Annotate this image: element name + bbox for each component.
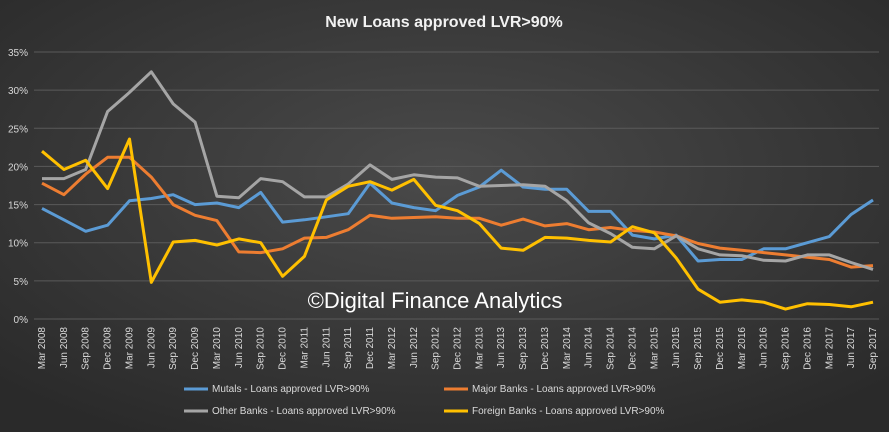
x-tick-label: Mar 2011 xyxy=(299,327,310,369)
x-tick-label: Mar 2013 xyxy=(474,327,485,370)
x-tick-label: Mar 2017 xyxy=(824,327,835,370)
x-tick-label: Dec 2010 xyxy=(278,327,289,370)
y-tick-label: 0% xyxy=(14,315,29,326)
x-tick-label: Sep 2013 xyxy=(518,327,529,370)
x-tick-label: Jun 2014 xyxy=(584,327,595,369)
y-tick-label: 30% xyxy=(8,86,28,97)
x-tick-label: Sep 2016 xyxy=(781,327,792,370)
x-tick-label: Mar 2012 xyxy=(387,327,398,370)
line-series xyxy=(41,168,874,263)
x-tick-label: Sep 2008 xyxy=(81,327,92,370)
chart-title: New Loans approved LVR>90% xyxy=(325,14,563,31)
x-tick-label: Jun 2009 xyxy=(146,327,157,369)
line-series xyxy=(42,70,874,271)
x-tick-label: Dec 2013 xyxy=(540,327,551,370)
x-tick-label: Sep 2014 xyxy=(606,327,617,370)
x-tick-label: Jun 2008 xyxy=(59,327,70,369)
x-tick-label: Dec 2016 xyxy=(802,327,813,370)
x-tick-label: Dec 2012 xyxy=(453,327,464,370)
x-tick-label: Jun 2012 xyxy=(409,327,420,369)
x-tick-label: Jun 2016 xyxy=(759,327,770,369)
y-tick-label: 35% xyxy=(8,48,28,59)
y-tick-label: 10% xyxy=(8,239,28,250)
legend-label: Foreign Banks - Loans approved LVR>90% xyxy=(472,406,665,417)
y-tick-label: 5% xyxy=(14,277,29,288)
x-tick-label: Jun 2017 xyxy=(846,327,857,369)
line-series xyxy=(41,137,874,311)
x-tick-label: Dec 2009 xyxy=(190,327,201,370)
x-tick-label: Dec 2015 xyxy=(715,327,726,370)
x-tick-label: Sep 2009 xyxy=(168,327,179,370)
x-tick-label: Mar 2008 xyxy=(37,327,48,370)
x-tick-label: Sep 2012 xyxy=(431,327,442,370)
x-tick-label: Jun 2015 xyxy=(671,327,682,369)
x-tick-label: Mar 2010 xyxy=(212,327,223,370)
x-tick-label: Dec 2011 xyxy=(365,327,376,370)
y-tick-label: 20% xyxy=(8,162,28,173)
x-tick-label: Jun 2013 xyxy=(496,327,507,369)
legend-label: Mutals - Loans approved LVR>90% xyxy=(212,384,370,395)
y-tick-label: 25% xyxy=(8,124,28,135)
x-tick-label: Mar 2016 xyxy=(737,327,748,370)
x-tick-label: Dec 2008 xyxy=(103,327,114,370)
x-tick-label: Sep 2015 xyxy=(693,327,704,370)
legend-label: Other Banks - Loans approved LVR>90% xyxy=(212,406,396,417)
x-tick-label: Mar 2015 xyxy=(649,327,660,370)
x-tick-label: Jun 2011 xyxy=(321,327,332,368)
x-tick-label: Mar 2009 xyxy=(124,327,135,370)
x-tick-label: Sep 2017 xyxy=(868,327,879,370)
x-tick-label: Dec 2014 xyxy=(627,327,638,370)
x-tick-label: Jun 2010 xyxy=(234,327,245,369)
x-tick-label: Mar 2014 xyxy=(562,327,573,370)
x-tick-label: Sep 2011 xyxy=(343,327,354,370)
annotation: ©Digital Finance Analytics xyxy=(308,288,563,313)
legend-label: Major Banks - Loans approved LVR>90% xyxy=(472,384,656,395)
y-tick-label: 15% xyxy=(8,201,28,212)
x-tick-label: Sep 2010 xyxy=(256,327,267,370)
line-series xyxy=(41,155,874,269)
